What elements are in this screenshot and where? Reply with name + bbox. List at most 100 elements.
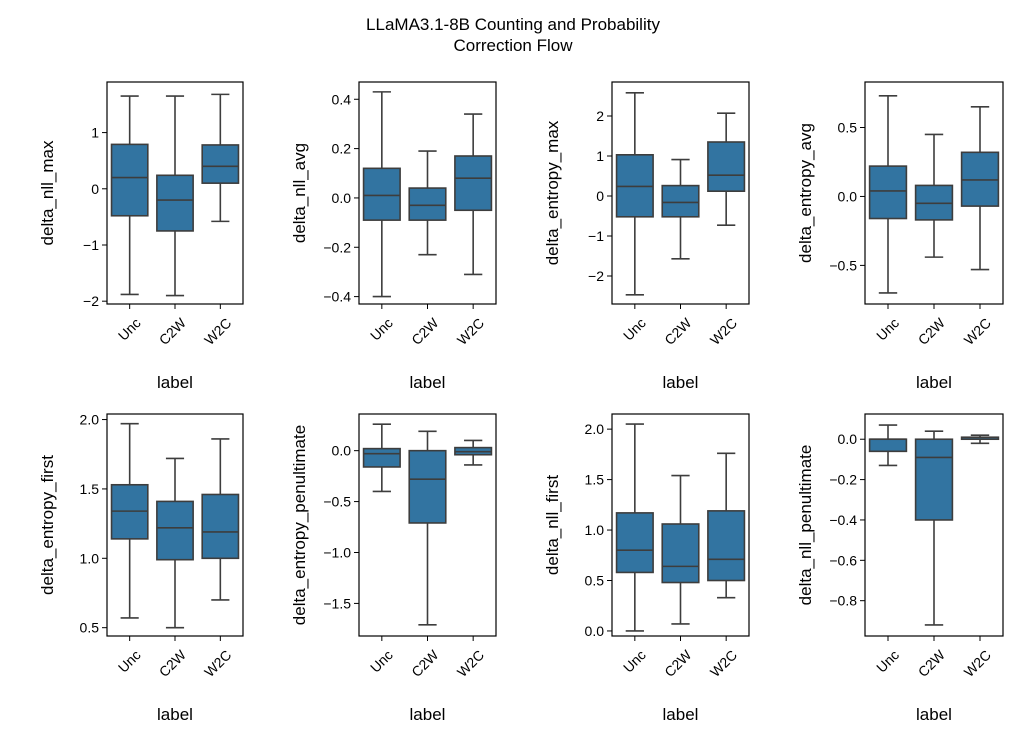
iqr-box (707, 141, 746, 193)
x-tick-label-unc: Unc (873, 647, 902, 676)
y-tick-label: 0.0 (332, 443, 352, 459)
x-tick-label-w2c: W2C (201, 647, 234, 680)
x-tick-label-w2c: W2C (961, 315, 994, 348)
iqr-box (914, 438, 954, 521)
box-c2w (914, 430, 954, 626)
y-tick-label: 0.0 (332, 190, 352, 206)
y-tick-label: 0 (91, 181, 99, 197)
x-tick-label-w2c: W2C (201, 315, 234, 348)
iqr-box (868, 165, 908, 220)
y-axis-label: delta_entropy_first (38, 455, 57, 595)
box-w2c (707, 112, 746, 226)
box-c2w (661, 474, 700, 625)
y-tick-label: −1 (588, 228, 604, 244)
y-tick-label: 0.5 (80, 620, 100, 636)
y-tick-label: 1 (596, 148, 604, 164)
iqr-box (110, 143, 149, 217)
y-axis-label: delta_nll_penultimate (796, 445, 815, 606)
x-tick-label-w2c: W2C (961, 647, 994, 680)
y-tick-label: 0.2 (332, 141, 352, 157)
y-tick-label: 0.0 (585, 623, 605, 639)
y-tick-label: 0.4 (332, 91, 352, 107)
x-axis-label: label (157, 705, 193, 724)
x-axis-label: label (916, 373, 952, 392)
box-w2c (201, 438, 240, 601)
box-w2c (201, 93, 240, 223)
y-axis-label: delta_nll_max (38, 140, 57, 245)
y-tick-label: 1.5 (80, 481, 100, 497)
box-c2w (408, 150, 447, 256)
box-unc (868, 94, 908, 294)
x-axis-label: label (410, 705, 446, 724)
y-tick-label: 2.0 (80, 412, 100, 428)
x-tick-label-unc: Unc (115, 315, 144, 344)
subplot-delta-entropy-avg: −0.5 0.0 0.5 Unc C2W W2C label delta_entropy_av… (796, 81, 1004, 392)
iqr-box (201, 144, 240, 184)
figure-title-line1: LLaMA3.1-8B Counting and Probability (366, 15, 660, 34)
iqr-box (661, 184, 700, 218)
iqr-box (661, 523, 700, 584)
box-unc (362, 423, 401, 493)
x-tick-label-unc: Unc (115, 647, 144, 676)
x-tick-label-w2c: W2C (454, 315, 487, 348)
box-w2c (960, 434, 1000, 445)
box-c2w (914, 133, 954, 258)
box-unc (868, 424, 908, 467)
x-tick-label-unc: Unc (873, 315, 902, 344)
box-c2w (156, 95, 194, 297)
x-tick-label-c2w: C2W (156, 314, 190, 348)
y-tick-label: 1.0 (585, 522, 605, 538)
iqr-box (156, 174, 194, 232)
x-tick-label-c2w: C2W (156, 646, 190, 680)
x-axis-label: label (157, 373, 193, 392)
iqr-box (454, 155, 493, 212)
y-tick-label: 0 (596, 188, 604, 204)
subplot-delta-nll-avg: −0.4 −0.2 0.0 0.2 0.4 Unc C2W W2C label delta_nll… (290, 81, 497, 392)
box-unc (110, 422, 149, 619)
x-tick-label-c2w: C2W (915, 646, 949, 680)
y-tick-label: −1.5 (323, 595, 351, 611)
iqr-box (362, 167, 401, 221)
x-tick-label-c2w: C2W (408, 646, 442, 680)
y-axis-label: delta_entropy_penultimate (290, 425, 309, 625)
y-tick-label: 2 (596, 108, 604, 124)
x-axis-label: label (663, 373, 699, 392)
y-tick-label: 0.0 (838, 431, 858, 447)
y-tick-label: 1.5 (585, 472, 605, 488)
box-w2c (707, 452, 746, 599)
iqr-box (868, 438, 908, 453)
box-w2c (454, 439, 493, 466)
x-tick-label-w2c: W2C (454, 647, 487, 680)
y-tick-label: −0.6 (829, 552, 857, 568)
x-tick-label-unc: Unc (367, 647, 396, 676)
x-tick-label-w2c: W2C (707, 315, 740, 348)
box-w2c (960, 106, 1000, 271)
y-tick-label: 0.0 (838, 188, 858, 204)
x-tick-label-c2w: C2W (661, 646, 695, 680)
box-c2w (408, 430, 447, 626)
x-axis-label: label (916, 705, 952, 724)
subplot-delta-entropy-first: 0.5 1.0 1.5 2.0 Unc C2W W2C label delta_entropy_… (38, 412, 244, 724)
iqr-box (201, 493, 240, 560)
y-tick-label: 1.0 (80, 550, 100, 566)
y-tick-label: −1.0 (323, 544, 351, 560)
y-tick-label: −0.2 (323, 239, 351, 255)
iqr-box (615, 512, 654, 574)
y-axis-label: delta_nll_avg (290, 143, 309, 243)
y-tick-label: 1 (91, 125, 99, 141)
y-axis-label: delta_nll_first (543, 475, 562, 575)
x-tick-label-c2w: C2W (915, 314, 949, 348)
y-tick-label: 0.5 (585, 573, 605, 589)
x-tick-label-unc: Unc (620, 647, 649, 676)
box-w2c (454, 113, 493, 276)
x-tick-label-unc: Unc (367, 315, 396, 344)
y-tick-label: −1 (83, 237, 99, 253)
subplot-delta-nll-max: −2 −1 0 1 Unc C2W W2C label delta_nll_max (38, 81, 244, 392)
x-tick-label-c2w: C2W (661, 314, 695, 348)
box-unc (615, 92, 654, 296)
iqr-box (408, 187, 447, 221)
subplot-delta-entropy-max: −2 −1 0 1 2 Unc C2W W2C label delta_entropy_max (543, 81, 750, 392)
x-axis-label: label (410, 373, 446, 392)
